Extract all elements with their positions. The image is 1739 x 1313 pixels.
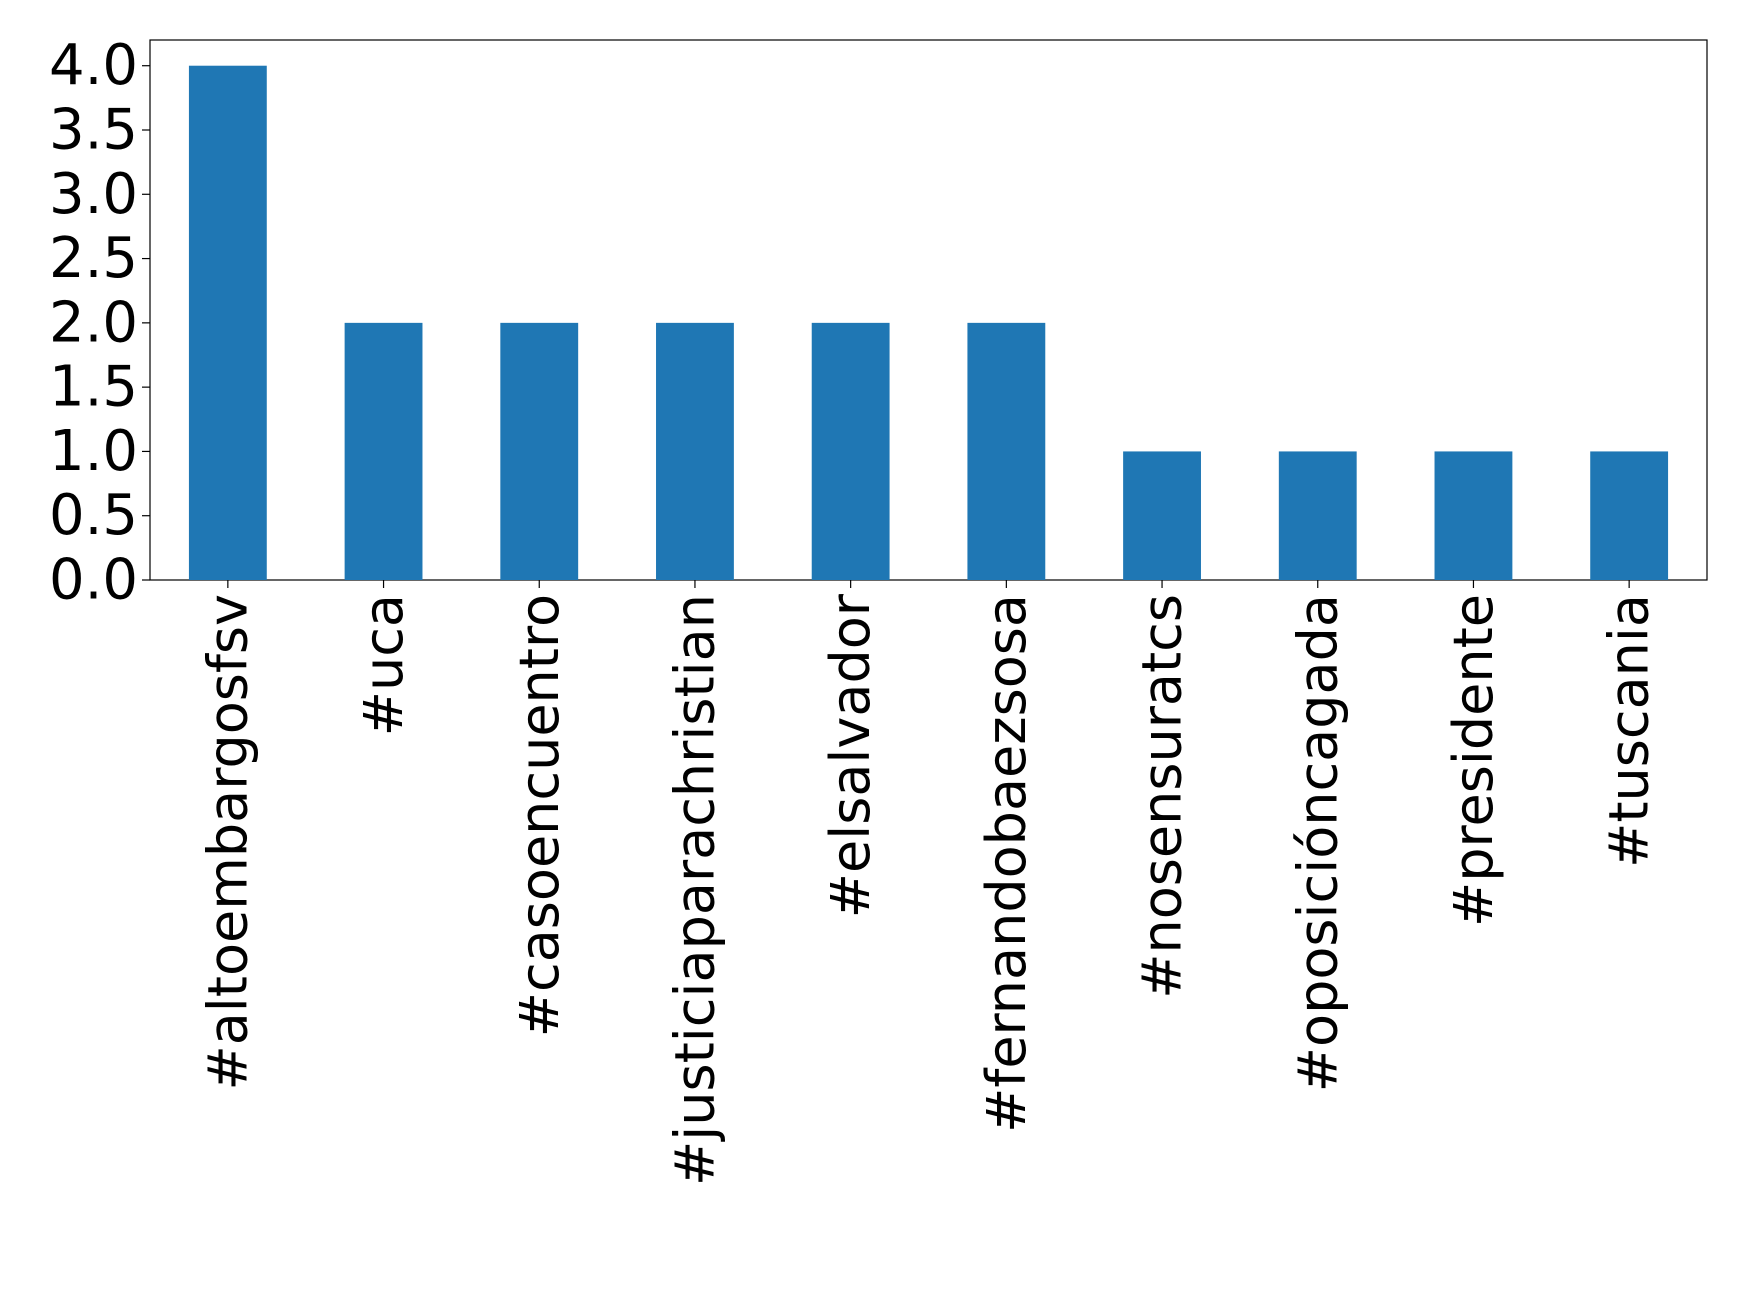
x-tick-label: #justiciaparachristian	[663, 594, 726, 1186]
bar	[967, 322, 1046, 580]
x-tick-label: #oposicióncagada	[1286, 594, 1349, 1092]
bar	[1590, 451, 1669, 580]
bar	[1434, 451, 1513, 580]
x-tick-label: #nosensuratcs	[1131, 594, 1194, 999]
x-tick-label: #fernandobaezsosa	[975, 594, 1038, 1133]
y-tick-label: 2.5	[49, 226, 138, 291]
bar	[1278, 451, 1357, 580]
x-tick-label: #presidente	[1442, 594, 1505, 927]
bar	[188, 65, 267, 580]
y-tick-label: 1.5	[49, 355, 138, 420]
y-tick-label: 3.5	[49, 98, 138, 163]
x-tick-label: #tuscania	[1598, 594, 1661, 868]
bar	[1123, 451, 1201, 580]
y-tick-label: 0.5	[49, 483, 138, 548]
x-tick-label: #casoencuentro	[508, 594, 571, 1037]
bar	[500, 322, 579, 580]
x-tick-label: #elsalvador	[819, 593, 882, 918]
y-tick-label: 0.0	[49, 548, 138, 613]
y-tick-label: 3.0	[49, 162, 138, 227]
bar	[811, 322, 890, 580]
y-tick-label: 2.0	[49, 290, 138, 355]
y-tick-label: 4.0	[49, 33, 138, 98]
bar	[344, 322, 423, 580]
x-tick-label: #altoembargosfsv	[196, 594, 259, 1091]
bar	[656, 322, 734, 580]
axes-frame	[149, 39, 1708, 581]
x-tick-label: #uca	[352, 594, 415, 736]
y-tick-label: 1.0	[49, 419, 138, 484]
